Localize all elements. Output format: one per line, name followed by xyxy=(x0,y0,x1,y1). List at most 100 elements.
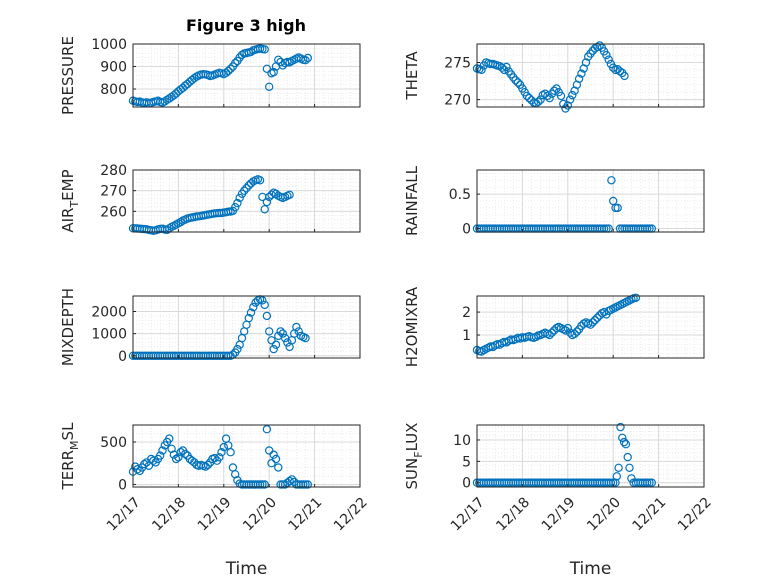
x-tick-label: 12/20 xyxy=(240,494,280,534)
data-point xyxy=(255,480,265,489)
x-tick-label: 12/20 xyxy=(584,494,624,534)
subplot-pressure: 800 900 1000 PRESSURE xyxy=(59,36,361,115)
axes-frame xyxy=(476,424,705,488)
y-tick-label: 2000 xyxy=(91,305,127,321)
axes-frame xyxy=(132,43,361,108)
y-tick-label: 800 xyxy=(100,82,127,98)
data-point xyxy=(226,448,235,457)
data-point xyxy=(547,328,557,337)
data-point xyxy=(621,440,631,449)
data-point xyxy=(149,456,158,465)
axes-frame xyxy=(132,424,361,488)
data-point xyxy=(219,442,228,452)
data-point xyxy=(545,93,554,103)
data-point xyxy=(593,313,602,322)
data-point xyxy=(242,183,251,193)
y-tick-label: 1000 xyxy=(91,327,127,343)
data-point xyxy=(586,320,595,329)
y-tick-label: 270 xyxy=(100,184,127,200)
y-axis-label: H2OMIXRA xyxy=(403,286,421,367)
data-point xyxy=(513,78,523,87)
data-point xyxy=(174,453,183,462)
data-point xyxy=(258,296,267,305)
data-point xyxy=(559,99,568,109)
data-point xyxy=(262,311,272,321)
y-tick-label: 0 xyxy=(118,349,127,365)
data-point xyxy=(283,338,292,347)
data-point xyxy=(278,329,287,338)
x-axis-label: Time xyxy=(225,559,268,579)
data-point xyxy=(570,329,579,339)
data-point xyxy=(265,192,274,202)
x-tick-label: 12/18 xyxy=(149,494,189,534)
data-point xyxy=(536,95,545,104)
data-point xyxy=(285,190,294,199)
data-point xyxy=(577,69,586,78)
x-tick-label: 12/21 xyxy=(286,494,326,534)
y-tick-label: 0.5 xyxy=(449,187,471,203)
data-point xyxy=(160,97,169,106)
data-point xyxy=(269,67,278,77)
data-point xyxy=(260,205,269,214)
data-point xyxy=(565,95,575,104)
data-point xyxy=(611,478,620,487)
data-point xyxy=(645,478,654,487)
data-point xyxy=(620,71,629,81)
y-tick-label: 260 xyxy=(100,204,127,220)
subplot-rainfall: 0 0.5 RAINFALL xyxy=(403,165,705,238)
y-axis-label: AIRTEMP xyxy=(59,169,81,232)
data-point xyxy=(265,327,274,336)
subplot-air_temp: 260 270 280 AIRTEMP xyxy=(59,163,361,235)
data-point xyxy=(265,82,274,92)
data-point xyxy=(187,456,197,465)
subplot-mixdepth: 0 1000 2000 MIXDEPTH xyxy=(59,288,361,366)
data-point xyxy=(477,65,486,75)
data-point xyxy=(613,203,622,213)
subplot-terr_msl: 0 500 12/17 12/18 12/19 12/20 12/21 12/22 Time TE… xyxy=(59,422,371,579)
y-tick-label: 500 xyxy=(100,435,127,451)
subplot-theta: 270 275 THETA xyxy=(403,41,705,113)
data-point xyxy=(230,58,240,68)
axes-frame xyxy=(476,43,705,108)
data-point xyxy=(260,300,269,310)
data-point xyxy=(267,336,276,345)
x-tick-label: 12/21 xyxy=(630,494,670,534)
data-point xyxy=(497,63,507,72)
data-point xyxy=(269,344,278,354)
data-point xyxy=(201,462,210,471)
data-point xyxy=(572,327,582,336)
y-axis-label: THETA xyxy=(403,51,421,101)
y-tick-label: 2 xyxy=(462,305,471,321)
data-point xyxy=(140,459,149,469)
data-point xyxy=(593,42,602,52)
data-point xyxy=(274,463,283,472)
data-point xyxy=(525,93,534,103)
axes-frame xyxy=(132,295,361,359)
data-point xyxy=(574,74,584,84)
data-point xyxy=(262,425,272,434)
data-point xyxy=(607,176,616,185)
axes-frame xyxy=(476,295,705,359)
y-tick-label: 1000 xyxy=(91,37,127,53)
data-point xyxy=(556,91,566,101)
data-point xyxy=(224,351,233,360)
data-point xyxy=(190,73,199,83)
y-axis-label: RAINFALL xyxy=(403,165,421,236)
data-point xyxy=(522,91,532,101)
data-point xyxy=(627,474,636,483)
data-point xyxy=(588,318,598,327)
data-point xyxy=(303,480,312,489)
data-point xyxy=(534,97,543,107)
y-axis-label: TERRMSL xyxy=(59,422,81,491)
y-tick-label: 0 xyxy=(462,476,471,492)
data-point xyxy=(614,463,623,472)
plot-area xyxy=(477,425,704,487)
x-tick-label: 12/19 xyxy=(539,494,579,534)
data-point xyxy=(294,327,303,336)
data-point xyxy=(239,186,249,195)
x-tick-label: 12/18 xyxy=(493,494,533,534)
x-tick-label: 12/17 xyxy=(448,494,488,534)
data-point xyxy=(647,478,657,487)
data-point xyxy=(301,333,310,343)
